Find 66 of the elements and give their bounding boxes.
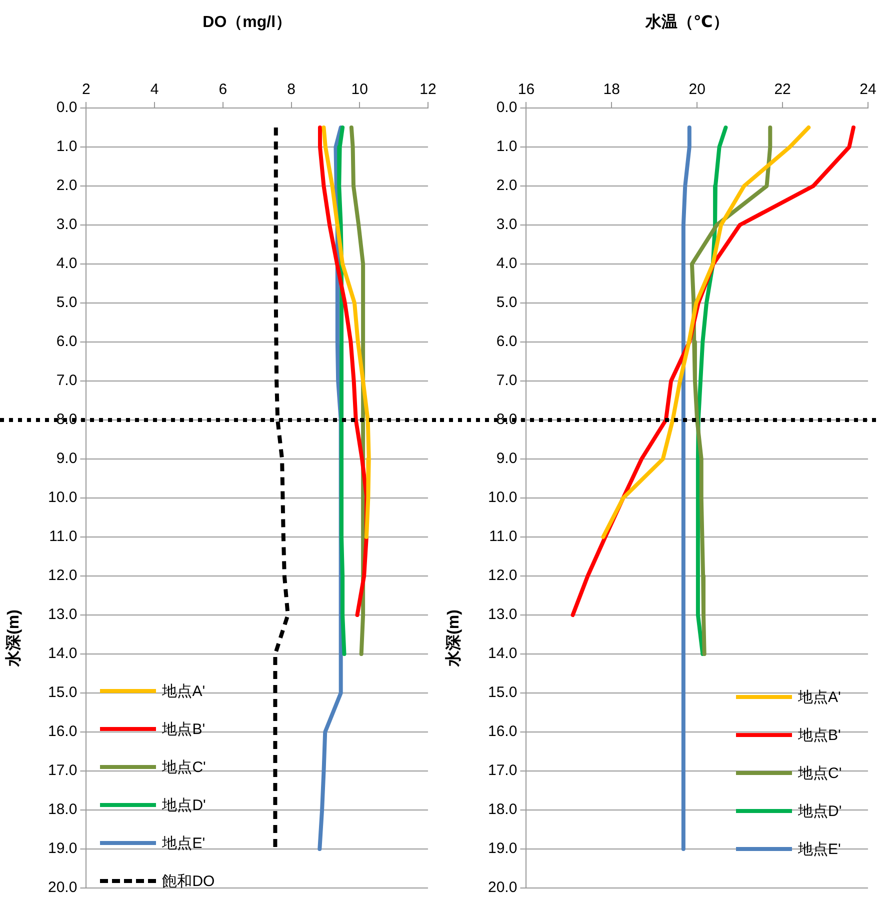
y-tick-label: 14.0 [48, 645, 78, 662]
y-axis-title: 水深(m) [4, 610, 24, 666]
y-tick-label: 17.0 [48, 762, 78, 780]
y-tick-label: 10.0 [48, 489, 78, 506]
y-tick-label: 4.0 [56, 255, 78, 272]
y-tick-label: 5.0 [496, 294, 518, 312]
y-tick-label: 13.0 [488, 606, 518, 624]
legend-label: 飽和DO [162, 872, 215, 890]
y-tick-label: 19.0 [48, 840, 78, 858]
legend-label: 地点B' [162, 720, 206, 738]
y-tick-label: 7.0 [496, 372, 518, 390]
x-tick-label: 18 [603, 81, 620, 98]
y-tick-label: 20.0 [488, 879, 518, 896]
y-tick-label: 15.0 [48, 684, 78, 702]
legend-label: 地点C' [162, 758, 206, 776]
x-tick-label: 22 [774, 81, 791, 98]
y-tick-label: 14.0 [488, 645, 518, 662]
y-axis-title: 水深(m) [444, 610, 464, 666]
y-tick-label: 5.0 [56, 294, 78, 312]
y-tick-label: 7.0 [56, 372, 78, 390]
y-tick-label: 2.0 [496, 177, 518, 194]
y-tick-label: 10.0 [488, 489, 518, 506]
x-tick-label: 2 [82, 81, 90, 98]
legend-label: 地点D' [798, 802, 842, 820]
y-tick-label: 9.0 [496, 450, 518, 468]
legend-label: 地点E' [798, 840, 841, 858]
y-tick-label: 11.0 [49, 528, 78, 546]
y-tick-label: 17.0 [488, 762, 518, 780]
legend-label: 地点A' [798, 688, 841, 706]
x-tick-label: 8 [287, 81, 296, 98]
legend-label: 地点D' [162, 796, 206, 814]
x-tick-label: 4 [150, 81, 159, 98]
legend-label: 地点B' [798, 726, 841, 744]
y-tick-label: 18.0 [48, 801, 78, 818]
y-tick-label: 6.0 [56, 333, 78, 350]
y-tick-label: 3.0 [56, 216, 78, 234]
y-tick-label: 13.0 [48, 606, 78, 624]
x-tick-label: 16 [518, 81, 535, 98]
y-tick-label: 9.0 [56, 450, 78, 468]
y-tick-label: 11.0 [489, 528, 518, 546]
y-tick-label: 12.0 [48, 567, 78, 584]
y-tick-label: 20.0 [48, 879, 78, 896]
x-tick-label: 24 [860, 81, 876, 98]
y-tick-label: 1.0 [56, 138, 78, 156]
legend-label: 地点E' [162, 834, 206, 852]
y-tick-label: 6.0 [496, 333, 518, 350]
chart-title: DO（mg/l） [202, 13, 292, 33]
y-tick-label: 19.0 [488, 840, 518, 858]
legend-label: 地点A' [162, 682, 206, 700]
y-tick-label: 18.0 [488, 801, 518, 818]
y-tick-label: 2.0 [56, 177, 78, 194]
x-tick-label: 20 [688, 81, 706, 98]
x-tick-label: 12 [420, 81, 436, 98]
y-tick-label: 0.0 [496, 99, 518, 116]
y-tick-label: 16.0 [488, 723, 518, 740]
y-tick-label: 15.0 [488, 684, 518, 702]
y-tick-label: 12.0 [488, 567, 518, 584]
y-tick-label: 3.0 [496, 216, 518, 234]
x-tick-label: 10 [351, 81, 368, 98]
chart-title: 水温（℃） [645, 12, 729, 33]
y-tick-label: 4.0 [496, 255, 518, 272]
legend-label: 地点C' [798, 764, 842, 782]
y-tick-label: 1.0 [496, 138, 518, 156]
x-tick-label: 6 [218, 81, 228, 98]
y-tick-label: 16.0 [48, 723, 78, 740]
y-tick-label: 0.0 [56, 99, 78, 116]
